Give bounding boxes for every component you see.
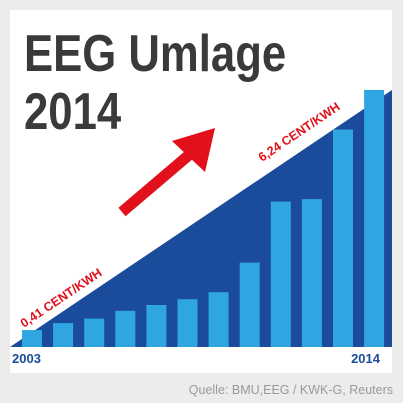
bar-2011 bbox=[270, 201, 291, 347]
rising-triangle-background bbox=[10, 90, 392, 347]
bar-2014 bbox=[364, 90, 385, 347]
x-tick-label-start: 2003 bbox=[12, 351, 41, 366]
infographic-card: 0,41 CENT/KWH 6,24 CENT/KWH 2003 2014 EE… bbox=[10, 10, 392, 373]
trend-arrow-icon bbox=[118, 128, 215, 217]
page-title-line-2: 2014 bbox=[24, 83, 122, 141]
bar-2007 bbox=[146, 305, 167, 347]
page-title-line-1: EEG Umlage bbox=[24, 25, 287, 83]
eeg-chart: 0,41 CENT/KWH 6,24 CENT/KWH 2003 2014 bbox=[10, 90, 392, 366]
bar-2005 bbox=[84, 318, 105, 347]
source-credit: Quelle: BMU,EEG / KWK-G, Reuters bbox=[188, 383, 393, 397]
bar-2006 bbox=[115, 310, 136, 347]
bar-2012 bbox=[301, 199, 322, 347]
bar-2009 bbox=[208, 292, 229, 347]
x-tick-label-end: 2014 bbox=[351, 351, 381, 366]
bar-2003 bbox=[22, 330, 42, 347]
bar-2013 bbox=[333, 129, 353, 347]
bars-group bbox=[22, 90, 385, 347]
bar-2004 bbox=[53, 323, 74, 347]
bar-2010 bbox=[239, 262, 260, 347]
bar-2008 bbox=[177, 299, 198, 347]
